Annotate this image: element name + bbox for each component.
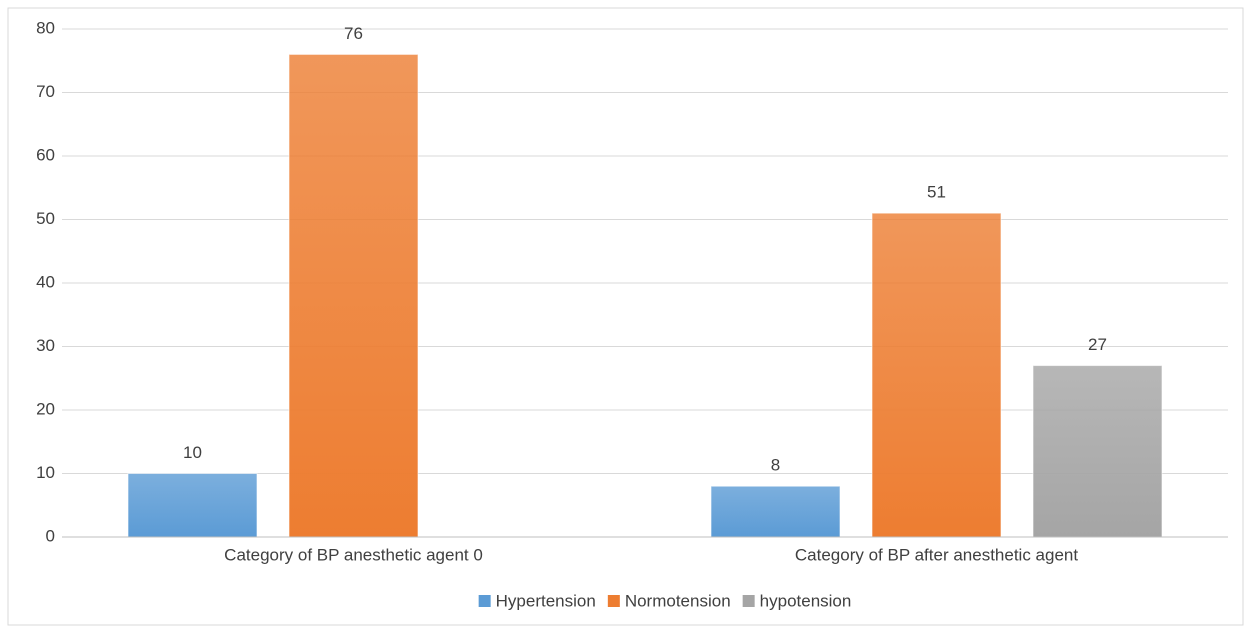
legend-swatch (478, 595, 491, 607)
y-tick-label: 30 (36, 336, 55, 355)
legend-swatch (607, 595, 620, 607)
y-tick-label: 0 (46, 526, 55, 545)
bar (127, 473, 258, 538)
bar (1032, 365, 1163, 538)
x-tick-label: Category of BP anesthetic agent 0 (224, 545, 483, 564)
bar (710, 485, 841, 538)
legend-label: hypotension (760, 591, 852, 610)
x-tick-label: Category of BP after anesthetic agent (795, 545, 1078, 564)
y-tick-label: 60 (36, 145, 55, 164)
legend-swatch (742, 595, 755, 607)
legend-label: Hypertension (496, 591, 596, 610)
y-tick-label: 20 (36, 399, 55, 418)
legend: Hypertension Normotension hypotension (478, 591, 852, 610)
data-label: 51 (927, 183, 946, 202)
legend-label: Normotension (625, 591, 731, 610)
y-tick-label: 70 (36, 82, 55, 101)
data-label: 10 (183, 443, 202, 462)
y-tick-label: 80 (36, 18, 55, 37)
bar (288, 53, 419, 538)
y-tick-label: 40 (36, 272, 55, 291)
data-label: 8 (771, 456, 780, 475)
data-label: 27 (1088, 335, 1107, 354)
y-tick-label: 50 (36, 209, 55, 228)
bar (871, 212, 1002, 538)
y-tick-label: 10 (36, 463, 55, 482)
data-label: 76 (344, 24, 363, 43)
